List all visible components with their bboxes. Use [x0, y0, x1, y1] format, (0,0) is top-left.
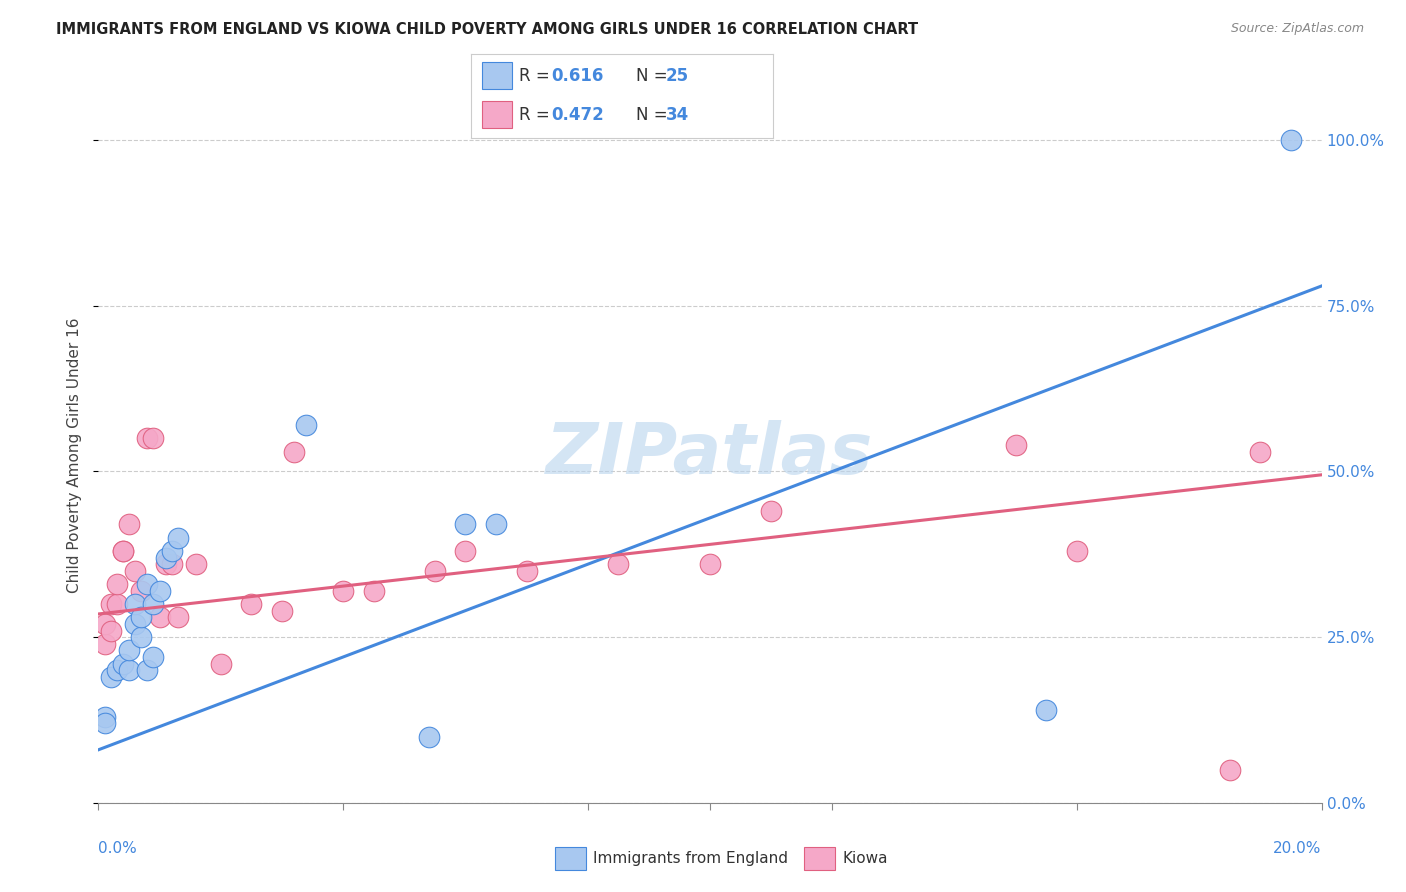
- Point: [454, 517, 477, 532]
- Text: 0.472: 0.472: [551, 105, 603, 123]
- Point: [1066, 544, 1088, 558]
- Point: [283, 444, 305, 458]
- Text: Immigrants from England: Immigrants from England: [593, 851, 789, 865]
- Point: [1035, 703, 1057, 717]
- Point: [136, 577, 159, 591]
- Point: [111, 544, 134, 558]
- Point: [160, 544, 183, 558]
- Point: [105, 597, 128, 611]
- Text: 0.616: 0.616: [551, 67, 603, 85]
- Point: [111, 544, 134, 558]
- Text: 25: 25: [666, 67, 689, 85]
- Point: [418, 730, 440, 744]
- Point: [124, 597, 146, 611]
- Point: [155, 550, 177, 565]
- Point: [1004, 438, 1026, 452]
- Text: Source: ZipAtlas.com: Source: ZipAtlas.com: [1230, 22, 1364, 36]
- Point: [240, 597, 263, 611]
- Text: ZIPatlas: ZIPatlas: [547, 420, 873, 490]
- Point: [100, 670, 122, 684]
- Point: [118, 643, 141, 657]
- Point: [516, 564, 538, 578]
- Point: [149, 610, 172, 624]
- Point: [1279, 133, 1302, 147]
- Point: [759, 504, 782, 518]
- Point: [93, 709, 115, 723]
- Point: [142, 431, 165, 445]
- Text: N =: N =: [636, 67, 672, 85]
- FancyBboxPatch shape: [482, 62, 512, 89]
- Point: [105, 577, 128, 591]
- Point: [129, 630, 152, 644]
- FancyBboxPatch shape: [482, 101, 512, 128]
- Point: [124, 564, 146, 578]
- Point: [1219, 763, 1241, 777]
- Text: N =: N =: [636, 105, 672, 123]
- Text: R =: R =: [519, 105, 555, 123]
- Point: [186, 558, 208, 572]
- Y-axis label: Child Poverty Among Girls Under 16: Child Poverty Among Girls Under 16: [67, 318, 83, 592]
- Point: [363, 583, 385, 598]
- Point: [111, 657, 134, 671]
- Text: R =: R =: [519, 67, 555, 85]
- Point: [699, 558, 721, 572]
- Point: [607, 558, 630, 572]
- Point: [93, 616, 115, 631]
- Point: [93, 716, 115, 731]
- Point: [129, 610, 152, 624]
- Point: [167, 531, 190, 545]
- Point: [423, 564, 446, 578]
- Point: [136, 431, 159, 445]
- Point: [142, 650, 165, 665]
- Point: [136, 663, 159, 677]
- Point: [124, 616, 146, 631]
- Point: [485, 517, 508, 532]
- Point: [142, 597, 165, 611]
- Point: [209, 657, 232, 671]
- Point: [295, 418, 318, 433]
- Text: Kiowa: Kiowa: [842, 851, 887, 865]
- Point: [454, 544, 477, 558]
- Text: 0.0%: 0.0%: [98, 841, 138, 856]
- Point: [270, 604, 292, 618]
- Point: [118, 663, 141, 677]
- Point: [93, 637, 115, 651]
- Point: [160, 558, 183, 572]
- Point: [332, 583, 354, 598]
- Text: 20.0%: 20.0%: [1274, 841, 1322, 856]
- Point: [155, 558, 177, 572]
- Point: [149, 583, 172, 598]
- Point: [100, 624, 122, 638]
- Text: 34: 34: [666, 105, 689, 123]
- Text: IMMIGRANTS FROM ENGLAND VS KIOWA CHILD POVERTY AMONG GIRLS UNDER 16 CORRELATION : IMMIGRANTS FROM ENGLAND VS KIOWA CHILD P…: [56, 22, 918, 37]
- Point: [167, 610, 190, 624]
- Point: [1249, 444, 1271, 458]
- Point: [129, 583, 152, 598]
- Point: [105, 663, 128, 677]
- Point: [118, 517, 141, 532]
- Point: [100, 597, 122, 611]
